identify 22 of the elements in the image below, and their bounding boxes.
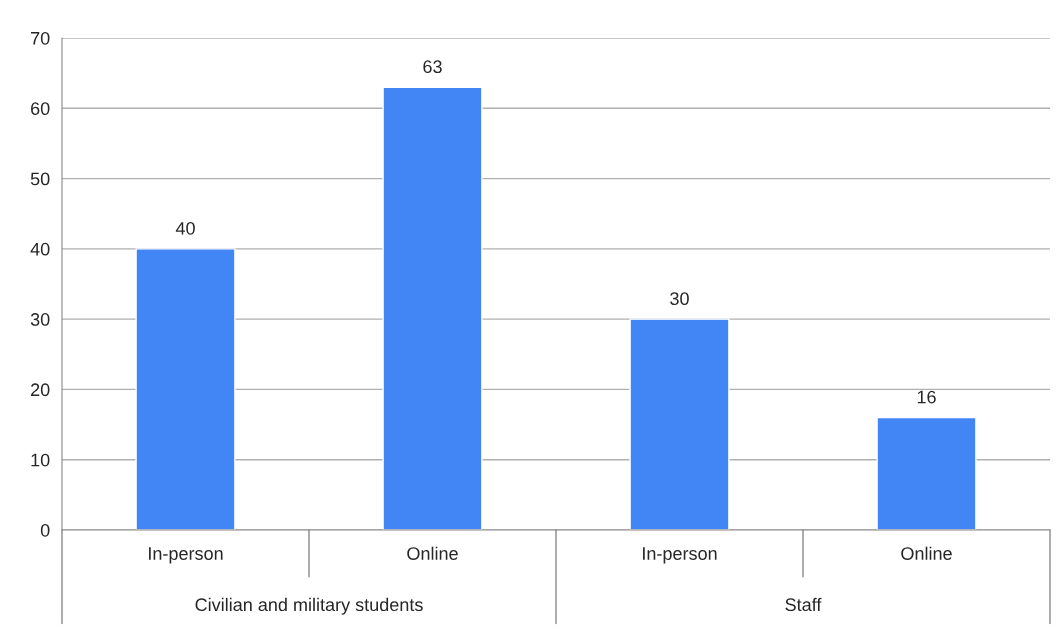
y-tick-label: 70 [31,31,50,45]
y-tick-label: 10 [31,453,50,467]
text: Staff [785,597,822,612]
data-label: 16 [917,390,936,404]
y-tick-label: 40 [30,242,50,256]
y-tick-label: 30 [30,313,50,326]
data-label: 40 [175,221,195,235]
x-tick-label: Online [407,546,458,560]
bar [629,318,730,530]
x-tick-label: Online [901,546,952,560]
y-tick-label: 50 [30,172,50,186]
bar [135,248,236,530]
data-label: 63 [423,60,442,74]
x-tick-label: In-person [149,547,223,564]
bar [382,86,483,530]
y-tick-label: 0 [40,523,50,537]
text: Civilian and military students [195,597,423,615]
bar [876,416,977,530]
data-label: 30 [670,292,689,306]
y-tick-label: 20 [31,383,50,397]
y-tick-label: 60 [31,102,50,116]
x-tick-label: In-person [643,547,717,564]
